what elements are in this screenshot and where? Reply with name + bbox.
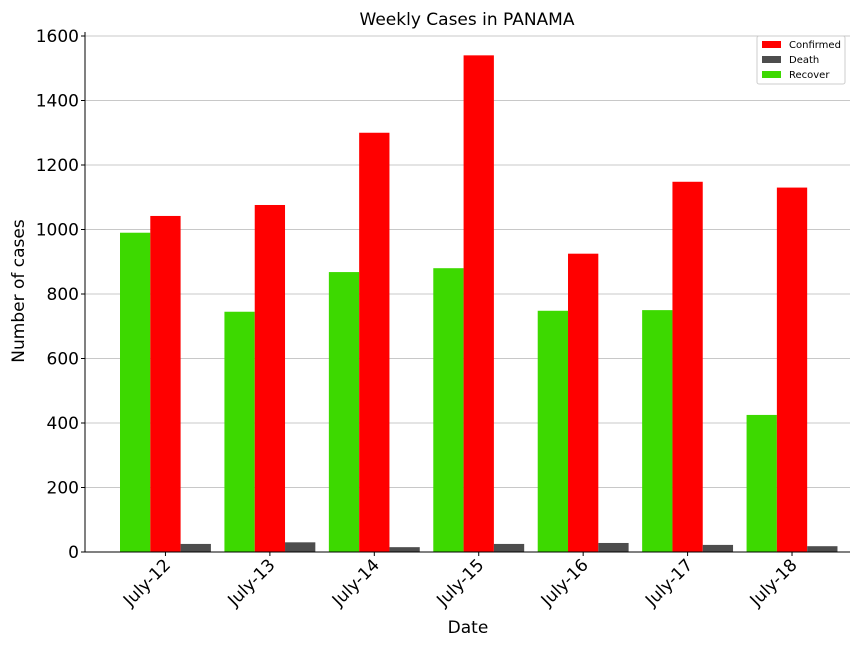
legend-swatch-recover [762,71,781,78]
y-tick-label: 1000 [36,221,79,241]
legend-swatch-death [762,56,781,63]
bar-confirmed-july-14 [359,132,390,552]
legend-label-recover: Recover [789,70,830,81]
bar-recover-july-12 [120,232,151,552]
bars-group [120,55,838,553]
x-ticks: July-12 July-13 July-14 July-15 July-16 July-… [119,552,802,611]
bar-death-july-17 [702,544,734,552]
y-ticks: 0 200 400 600 800 1000 1200 1400 1600 [36,27,85,563]
bar-recover-july-13 [224,311,255,552]
bar-recover-july-17 [642,310,673,552]
y-tick-label: 600 [47,350,79,370]
x-tick-label: July-18 [746,555,802,611]
y-tick-label: 800 [47,285,79,305]
x-tick-label: July-17 [641,555,697,611]
legend: Confirmed Death Recover [756,35,846,85]
bar-confirmed-july-13 [254,204,286,553]
bar-recover-july-16 [537,310,569,552]
x-tick-label: July-16 [537,555,593,611]
bar-confirmed-july-12 [150,215,181,552]
axes [84,32,850,553]
y-tick-label: 0 [68,543,79,563]
chart-title: Weekly Cases in PANAMA [360,10,575,30]
bar-confirmed-july-18 [776,187,808,552]
bar-death-july-18 [807,546,838,552]
y-tick-label: 1400 [36,92,79,112]
legend-label-death: Death [789,55,819,66]
bar-death-july-14 [389,547,420,552]
x-tick-label: July-12 [119,555,175,611]
y-tick-label: 200 [47,479,79,499]
x-tick-label: July-14 [328,555,384,611]
bar-death-july-15 [493,543,525,552]
y-tick-label: 1600 [36,27,79,47]
bar-recover-july-18 [746,414,777,552]
bar-death-july-16 [598,542,629,552]
bar-confirmed-july-15 [463,55,494,552]
x-tick-label: July-13 [224,555,280,611]
bar-confirmed-july-17 [672,181,703,552]
legend-label-confirmed: Confirmed [789,40,841,51]
y-axis-label: Number of cases [9,219,29,363]
legend-swatch-confirmed [762,41,781,48]
x-axis-label: Date [448,618,489,638]
bar-confirmed-july-16 [568,253,599,552]
bar-recover-july-15 [433,268,464,552]
y-tick-label: 400 [47,414,79,434]
bar-death-july-12 [180,543,211,552]
bar-recover-july-14 [328,272,360,552]
x-tick-label: July-15 [432,555,488,611]
y-tick-label: 1200 [36,156,79,176]
bar-death-july-13 [285,542,316,552]
